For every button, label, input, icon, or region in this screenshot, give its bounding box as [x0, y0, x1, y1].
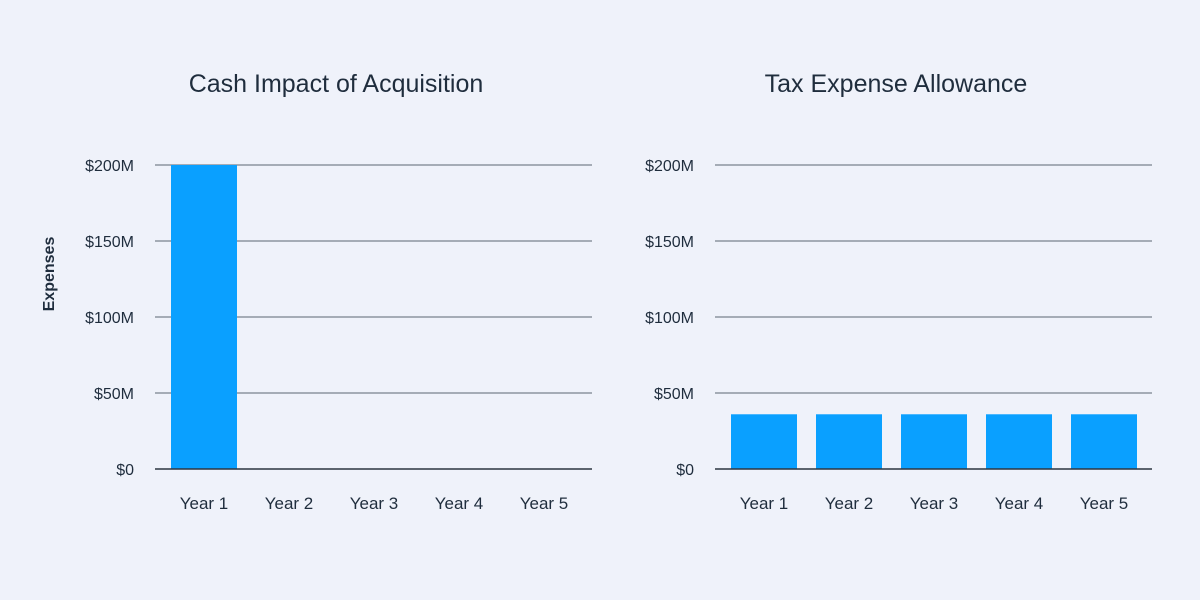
bar-year-4 — [986, 414, 1052, 469]
y-tick-labels: $0 $50M $100M $150M $200M — [645, 158, 694, 479]
x-tick-label: Year 4 — [435, 494, 484, 513]
bar-year-3 — [901, 414, 967, 469]
y-tick-label: $0 — [676, 462, 694, 479]
y-tick-label: $200M — [85, 158, 134, 175]
y-tick-label: $200M — [645, 158, 694, 175]
chart-title: Tax Expense Allowance — [765, 70, 1028, 98]
x-tick-label: Year 2 — [265, 494, 314, 513]
y-tick-label: $100M — [645, 310, 694, 327]
bars — [171, 165, 237, 469]
cash-impact-chart: Cash Impact of Acquisition Expenses $0 $5… — [41, 70, 592, 513]
x-tick-label: Year 1 — [740, 494, 789, 513]
bar-year-1 — [171, 165, 237, 469]
x-tick-label: Year 5 — [1080, 494, 1129, 513]
x-tick-label: Year 2 — [825, 494, 874, 513]
y-tick-label: $150M — [645, 234, 694, 251]
y-tick-label: $0 — [116, 462, 134, 479]
x-tick-label: Year 4 — [995, 494, 1044, 513]
x-tick-label: Year 5 — [520, 494, 569, 513]
y-tick-label: $50M — [654, 386, 694, 403]
y-tick-label: $100M — [85, 310, 134, 327]
y-tick-label: $50M — [94, 386, 134, 403]
bar-year-5 — [1071, 414, 1137, 469]
gridlines — [715, 164, 1152, 394]
x-tick-label: Year 3 — [910, 494, 959, 513]
y-tick-labels: $0 $50M $100M $150M $200M — [85, 158, 134, 479]
x-tick-labels: Year 1 Year 2 Year 3 Year 4 Year 5 — [740, 494, 1129, 513]
tax-expense-chart: Tax Expense Allowance $0 $50M $100M $150M $2… — [645, 70, 1152, 513]
x-tick-label: Year 1 — [180, 494, 229, 513]
x-tick-label: Year 3 — [350, 494, 399, 513]
bars — [731, 414, 1137, 469]
chart-title: Cash Impact of Acquisition — [189, 70, 484, 98]
y-tick-label: $150M — [85, 234, 134, 251]
bar-year-2 — [816, 414, 882, 469]
y-axis-title: Expenses — [41, 237, 58, 312]
bar-year-1 — [731, 414, 797, 469]
x-tick-labels: Year 1 Year 2 Year 3 Year 4 Year 5 — [180, 494, 569, 513]
